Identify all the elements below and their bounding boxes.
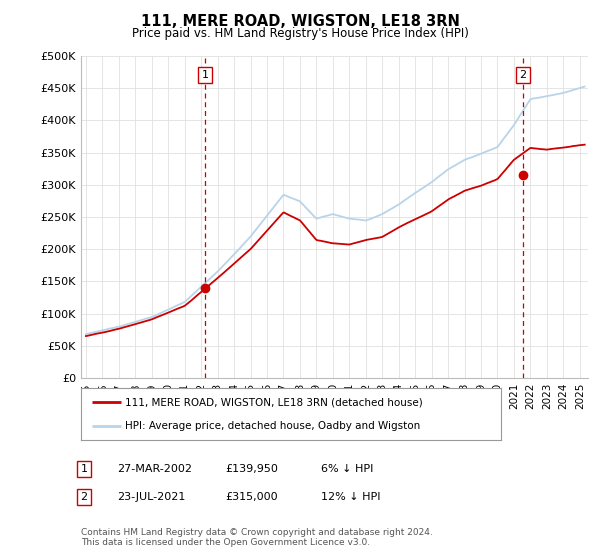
- Text: HPI: Average price, detached house, Oadby and Wigston: HPI: Average price, detached house, Oadb…: [125, 421, 421, 431]
- Text: 23-JUL-2021: 23-JUL-2021: [117, 492, 185, 502]
- Text: 111, MERE ROAD, WIGSTON, LE18 3RN: 111, MERE ROAD, WIGSTON, LE18 3RN: [140, 14, 460, 29]
- Text: 2: 2: [520, 71, 527, 80]
- Text: 12% ↓ HPI: 12% ↓ HPI: [321, 492, 380, 502]
- Text: Contains HM Land Registry data © Crown copyright and database right 2024.
This d: Contains HM Land Registry data © Crown c…: [81, 528, 433, 547]
- Text: 1: 1: [80, 464, 88, 474]
- Text: £139,950: £139,950: [225, 464, 278, 474]
- Text: 111, MERE ROAD, WIGSTON, LE18 3RN (detached house): 111, MERE ROAD, WIGSTON, LE18 3RN (detac…: [125, 397, 423, 407]
- Text: 6% ↓ HPI: 6% ↓ HPI: [321, 464, 373, 474]
- Text: 27-MAR-2002: 27-MAR-2002: [117, 464, 192, 474]
- Text: 1: 1: [202, 71, 208, 80]
- Text: 2: 2: [80, 492, 88, 502]
- Text: £315,000: £315,000: [225, 492, 278, 502]
- Text: Price paid vs. HM Land Registry's House Price Index (HPI): Price paid vs. HM Land Registry's House …: [131, 27, 469, 40]
